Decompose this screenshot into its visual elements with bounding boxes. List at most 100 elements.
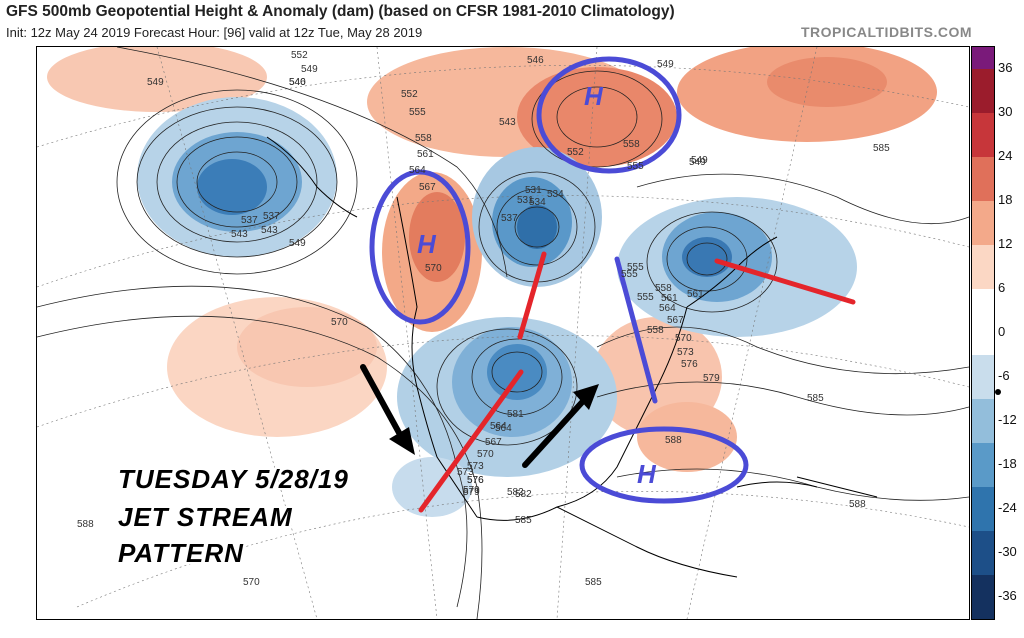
colorbar-segment — [972, 69, 994, 113]
positive-anomalies — [47, 47, 937, 472]
trough-axis-atlantic — [714, 258, 856, 305]
high-label-canada: H — [584, 81, 603, 111]
arrow-up-head — [573, 384, 599, 410]
contour-label: 579 — [703, 373, 720, 384]
contour-label: 585 — [873, 143, 890, 154]
contour-label: 561 — [661, 293, 678, 304]
contour-label: 570 — [675, 333, 692, 344]
negative-anomalies — [137, 97, 857, 517]
arrow-up — [522, 396, 588, 468]
contour-label: 561 — [417, 149, 434, 160]
high-label-west: H — [417, 229, 436, 259]
ridge-axis-east — [614, 256, 658, 404]
init-info: Init: 12z May 24 2019 Forecast Hour: [96… — [6, 25, 423, 40]
colorbar-tick: 30 — [998, 104, 1013, 119]
colorbar-tick: -24 — [998, 500, 1017, 515]
colorbar-segment — [972, 487, 994, 531]
contour-label: 558 — [647, 325, 664, 336]
contour-label: 576 — [681, 359, 698, 370]
contour-label: 588 — [849, 499, 866, 510]
colorbar-segment — [972, 289, 994, 355]
colorbar-tick: 24 — [998, 148, 1013, 163]
contour-label: 558 — [415, 133, 432, 144]
contour-label: 555 — [627, 161, 644, 172]
contour-label: 543 — [231, 229, 248, 240]
colorbar-tick: 36 — [998, 60, 1013, 75]
annotation-line3: PATTERN — [118, 538, 244, 568]
contour-label: 582 — [507, 487, 524, 498]
contour-label: 558 — [623, 139, 640, 150]
trough-axis-north — [517, 251, 547, 340]
contour-label: 573 — [677, 347, 694, 358]
colorbar-segment — [972, 157, 994, 201]
colorbar-tick: -6 — [998, 368, 1010, 383]
contour-label: 581 — [507, 409, 524, 420]
colorbar-segment — [972, 443, 994, 487]
graticule — [37, 47, 969, 619]
contour-label: 543 — [499, 117, 516, 128]
contour-label: 555 — [621, 269, 638, 280]
colorbar-tick: 12 — [998, 236, 1013, 251]
contour-label: 537 — [501, 213, 518, 224]
contour-label: 588 — [77, 519, 94, 530]
high-circle-west — [369, 169, 471, 325]
colorbar-tick: -36 — [998, 588, 1017, 603]
contour-label: 558 — [655, 283, 672, 294]
contour-label: 555 — [637, 292, 654, 303]
ridge-axis — [614, 256, 658, 404]
contour-label: 588 — [665, 435, 682, 446]
high-circle-gulf — [579, 426, 749, 504]
map-canvas — [37, 47, 969, 619]
contour-label: 531 — [525, 185, 542, 196]
contour-label: 552 — [567, 147, 584, 158]
contour-label: 549 — [147, 77, 164, 88]
contour-label: 540 — [289, 77, 306, 88]
contour-label: 573 — [457, 467, 474, 478]
annotation-line2: JET STREAM — [118, 502, 293, 532]
contour-label: 576 — [467, 475, 484, 486]
colorbar-segment — [972, 531, 994, 575]
contour-label: 561 — [687, 289, 704, 300]
contour-label: 555 — [627, 262, 644, 273]
contour-label: 564 — [495, 423, 512, 434]
contour-label: 579 — [463, 487, 480, 498]
contour-label: 555 — [409, 107, 426, 118]
contour-label: 570 — [477, 449, 494, 460]
contour-label: 531 — [517, 195, 534, 206]
colorbar-segment — [972, 245, 994, 289]
contour-label: 564 — [490, 421, 507, 432]
trough-axes — [418, 251, 856, 513]
colorbar-tick: -30 — [998, 544, 1017, 559]
colorbar-segment — [972, 355, 994, 399]
contour-label: 564 — [409, 165, 426, 176]
colorbar-tick: 18 — [998, 192, 1013, 207]
contour-label: 585 — [515, 515, 532, 526]
contour-label: 567 — [419, 182, 436, 193]
anomaly-colorbar — [971, 46, 995, 620]
contour-label: 546 — [289, 77, 306, 88]
colorbar-tick: -12 — [998, 412, 1017, 427]
colorbar-segment — [972, 201, 994, 245]
brand-watermark: TROPICALTIDBITS.COM — [800, 24, 972, 40]
contour-label: 567 — [485, 437, 502, 448]
colorbar-marker — [995, 389, 1001, 395]
contour-label: 549 — [689, 157, 706, 168]
contour-label: 582 — [515, 489, 532, 500]
contour-label: 549 — [301, 64, 318, 75]
contour-label: 567 — [667, 315, 684, 326]
high-circle-canada — [536, 56, 682, 174]
annotation-date: TUESDAY 5/28/19 — [118, 464, 349, 494]
contour-label: 549 — [691, 155, 708, 166]
arrow-down-head — [389, 427, 415, 455]
contour-label: 534 — [529, 197, 546, 208]
colorbar-segment — [972, 575, 994, 619]
flow-arrows — [360, 364, 599, 468]
contour-label: 537 — [263, 211, 280, 222]
contour-label: 546 — [527, 55, 544, 66]
colorbar-segment — [972, 47, 994, 69]
high-pressure-circles — [369, 56, 749, 504]
colorbar-tick: 6 — [998, 280, 1006, 295]
contour-label: 570 — [331, 317, 348, 328]
contour-label: 543 — [261, 225, 278, 236]
contour-label: 552 — [291, 50, 308, 61]
